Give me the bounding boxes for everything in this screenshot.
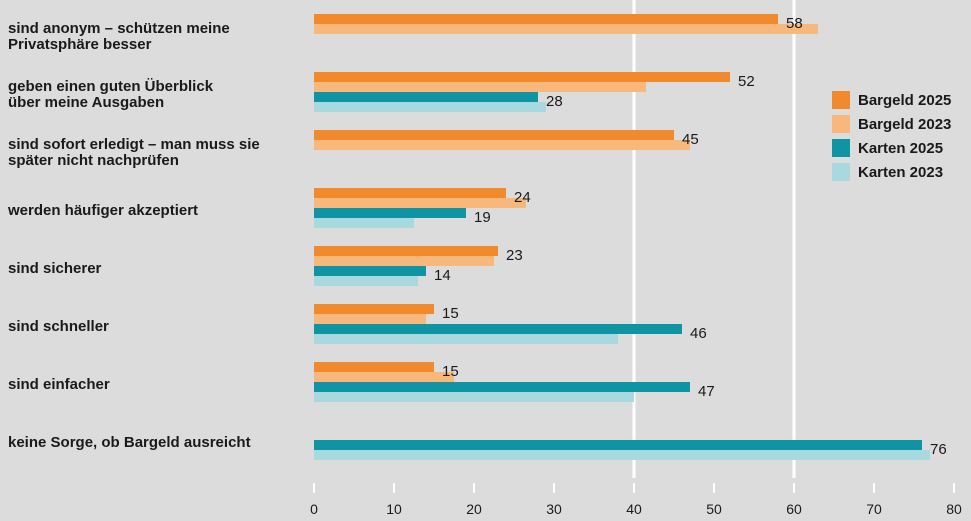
tick-label: 70 — [866, 501, 882, 517]
bar — [314, 450, 930, 460]
category-labels: sind anonym – schützen meine Privatsphäre… — [7, 15, 947, 458]
bar — [314, 208, 466, 218]
data-label: 46 — [690, 325, 707, 342]
tick-label: 20 — [466, 501, 482, 517]
tick-label: 30 — [546, 501, 562, 517]
category-label: geben einen guten Überblick über meine Au… — [8, 78, 214, 111]
bar — [314, 140, 690, 150]
data-label: 15 — [442, 363, 459, 380]
category-label: sind sofort erledigt – man muss sie späte… — [8, 136, 260, 169]
data-label: 28 — [546, 93, 563, 110]
bar — [314, 324, 682, 334]
bar — [314, 276, 418, 286]
category-label: sind schneller — [8, 318, 109, 335]
data-label: 47 — [698, 383, 715, 400]
data-label: 52 — [738, 73, 755, 90]
category-label: werden häufiger akzeptiert — [7, 202, 198, 219]
legend-label: Bargeld 2025 — [858, 91, 952, 109]
bar — [314, 82, 646, 92]
data-label: 14 — [434, 267, 451, 284]
legend-swatch — [832, 163, 850, 181]
legend-label: Bargeld 2023 — [858, 115, 952, 133]
tick-label: 50 — [706, 501, 722, 517]
bar — [314, 188, 506, 198]
bar — [314, 256, 494, 266]
legend-label: Karten 2025 — [858, 139, 944, 157]
bar — [314, 218, 414, 228]
legend-item: Bargeld 2025 — [832, 88, 951, 112]
bar — [314, 392, 634, 402]
bar — [314, 382, 690, 392]
bar — [314, 304, 434, 314]
bar — [314, 130, 674, 140]
category-label: sind sicherer — [8, 260, 102, 277]
data-label: 23 — [506, 247, 523, 264]
bar — [314, 372, 454, 382]
bar — [314, 440, 922, 450]
gridlines — [632, 0, 796, 478]
bar — [314, 314, 426, 324]
bar — [314, 72, 730, 82]
tick-label: 40 — [626, 501, 642, 517]
data-label: 58 — [786, 15, 803, 32]
legend-label: Karten 2023 — [858, 163, 944, 181]
bar — [314, 334, 618, 344]
legend-swatch — [832, 91, 850, 109]
data-label: 19 — [474, 209, 491, 226]
bar — [314, 102, 546, 112]
data-label: 15 — [442, 305, 459, 322]
bar — [314, 14, 778, 24]
tick-label: 60 — [786, 501, 802, 517]
category-label: sind einfacher — [8, 376, 110, 393]
legend-item: Bargeld 2023 — [832, 112, 951, 136]
bar — [314, 266, 426, 276]
data-label: 76 — [930, 441, 947, 458]
legend-swatch — [832, 139, 850, 157]
bar — [314, 198, 526, 208]
legend: Bargeld 2025 Bargeld 2023 Karten 2025 Karte… — [832, 88, 951, 184]
bar — [314, 24, 818, 34]
legend-swatch — [832, 115, 850, 133]
legend-item: Karten 2023 — [832, 160, 951, 184]
bar — [314, 362, 434, 372]
tick-label: 80 — [946, 501, 962, 517]
category-label: sind anonym – schützen meine Privatsphäre… — [8, 20, 230, 53]
data-label: 45 — [682, 131, 699, 148]
legend-item: Karten 2025 — [832, 136, 951, 160]
category-label: keine Sorge, ob Bargeld ausreicht — [8, 434, 251, 451]
bar — [314, 92, 538, 102]
bars — [314, 14, 930, 460]
tick-label: 10 — [386, 501, 402, 517]
data-label: 24 — [514, 189, 531, 206]
bar — [314, 246, 498, 256]
tick-label: 0 — [310, 501, 318, 517]
x-axis: 0 10 20 30 40 50 60 70 80 — [310, 483, 962, 517]
